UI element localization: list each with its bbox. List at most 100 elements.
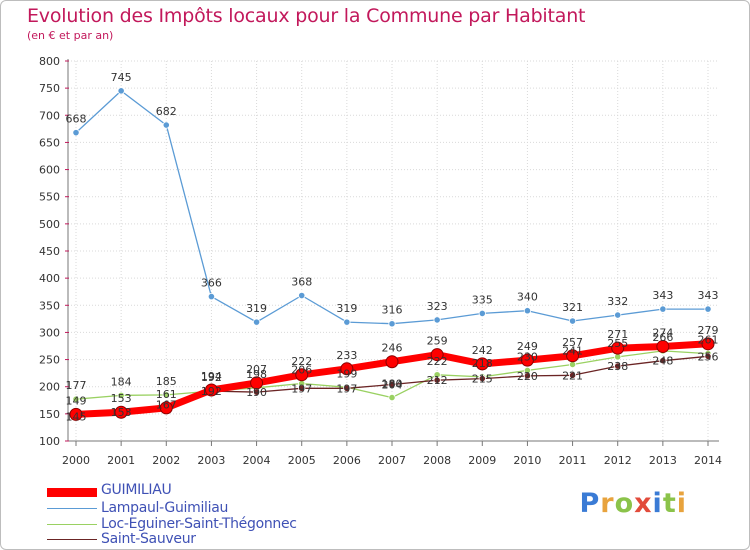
y-tick-label: 500: [39, 218, 60, 231]
data-label-loc-eguiner-saint-th-gonnec: 206: [291, 363, 312, 376]
data-point-lampaul-guimiliau: [298, 291, 306, 300]
data-point-loc-eguiner-saint-th-gonnec: [388, 393, 396, 402]
data-point-guimiliau: [611, 341, 625, 355]
data-point-saint-sauveur: [659, 357, 667, 365]
data-label-lampaul-guimiliau: 368: [291, 276, 312, 289]
data-point-lampaul-guimiliau: [704, 305, 712, 313]
series-layer: [69, 87, 715, 421]
data-label-saint-sauveur: 256: [698, 350, 719, 363]
legend-swatch-lampaul-guimiliau: [47, 508, 97, 509]
data-label-loc-eguiner-saint-th-gonnec: 198: [246, 368, 267, 381]
data-label-lampaul-guimiliau: 319: [336, 302, 357, 315]
data-point-lampaul-guimiliau: [72, 129, 80, 137]
data-label-guimiliau: 259: [427, 335, 448, 348]
x-tick-label: 2009: [468, 454, 496, 467]
legend-label-loc-eguiner: Loc-Eguiner-Saint-Thégonnec: [101, 516, 297, 532]
y-tick-label: 300: [39, 326, 60, 339]
x-tick-label: 2014: [694, 454, 722, 467]
x-tick-label: 2002: [152, 454, 180, 467]
x-tick-label: 2000: [62, 454, 90, 467]
legend-label-lampaul-guimiliau: Lampaul-Guimiliau: [101, 500, 229, 516]
data-label-loc-eguiner-saint-th-gonnec: 266: [652, 331, 673, 344]
data-point-guimiliau: [701, 337, 715, 351]
series-line-lampaul-guimiliau: [75, 90, 709, 325]
data-point-guimiliau: [295, 368, 309, 382]
x-tick-label: 2001: [107, 454, 135, 467]
data-label-guimiliau: 249: [517, 340, 538, 353]
chart-subtitle: (en € et par an): [27, 29, 114, 42]
data-label-guimiliau: 233: [336, 349, 357, 362]
data-label-lampaul-guimiliau: 340: [517, 291, 538, 304]
y-tick-label: 200: [39, 381, 60, 394]
grid-layer: [68, 60, 719, 442]
x-tick-label: 2011: [559, 454, 587, 467]
data-point-guimiliau: [566, 349, 580, 363]
data-label-loc-eguiner-saint-th-gonnec: 222: [427, 355, 448, 368]
proxiti-logo: Proxiti: [579, 488, 687, 519]
data-point-lampaul-guimiliau: [117, 87, 125, 95]
data-label-guimiliau: 279: [698, 324, 719, 337]
y-tick-label: 100: [39, 435, 60, 448]
data-label-lampaul-guimiliau: 745: [111, 71, 132, 84]
y-tick-label: 700: [39, 109, 60, 122]
data-point-lampaul-guimiliau: [614, 311, 622, 319]
data-label-lampaul-guimiliau: 682: [156, 105, 177, 118]
y-tick-label: 350: [39, 299, 60, 312]
data-point-lampaul-guimiliau: [478, 309, 486, 318]
data-label-saint-sauveur: 248: [652, 355, 673, 368]
data-label-loc-eguiner-saint-th-gonnec: 241: [562, 344, 583, 357]
data-label-lampaul-guimiliau: 323: [427, 300, 448, 313]
y-tick-label: 150: [39, 408, 60, 421]
data-label-lampaul-guimiliau: 335: [472, 293, 493, 306]
data-label-saint-sauveur: 204: [382, 379, 403, 392]
data-point-guimiliau: [475, 357, 489, 371]
data-label-saint-sauveur: 220: [517, 370, 538, 383]
data-label-saint-sauveur: 197: [336, 382, 357, 395]
data-label-saint-sauveur: 192: [201, 385, 222, 398]
data-label-loc-eguiner-saint-th-gonnec: 184: [111, 375, 132, 388]
legend-label-saint-sauveur: Saint-Sauveur: [101, 531, 196, 547]
legend-label-guimiliau: GUIMILIAU: [101, 482, 172, 498]
data-label-saint-sauveur: 190: [246, 386, 267, 399]
x-tick-label: 2003: [197, 454, 225, 467]
data-label-guimiliau: 161: [156, 388, 177, 401]
x-tick-label: 2005: [288, 454, 316, 467]
data-label-guimiliau: 271: [607, 328, 628, 341]
x-tick-label: 2013: [649, 454, 677, 467]
data-label-guimiliau: 222: [291, 355, 312, 368]
data-label-loc-eguiner-saint-th-gonnec: 177: [66, 379, 87, 392]
data-point-lampaul-guimiliau: [252, 318, 261, 326]
data-point-saint-sauveur: [343, 384, 351, 392]
data-point-saint-sauveur: [523, 372, 532, 380]
data-label-guimiliau: 194: [201, 370, 222, 383]
data-label-lampaul-guimiliau: 343: [652, 289, 673, 302]
data-label-guimiliau: 207: [246, 363, 267, 376]
legend-item-saint-sauveur: Saint-Sauveur: [47, 531, 196, 547]
data-label-saint-sauveur: 167: [156, 399, 177, 412]
data-point-loc-eguiner-saint-th-gonnec: [162, 391, 170, 399]
data-point-loc-eguiner-saint-th-gonnec: [117, 391, 125, 399]
data-label-guimiliau: 242: [472, 344, 493, 357]
y-tick-label: 450: [39, 245, 60, 258]
y-tick-label: 800: [39, 55, 60, 68]
data-point-guimiliau: [250, 376, 264, 390]
data-label-saint-sauveur: 215: [472, 373, 493, 386]
data-label-loc-eguiner-saint-th-gonnec: 230: [517, 350, 538, 363]
legend-item-guimiliau: GUIMILIAU: [47, 482, 172, 498]
legend-item-loc-eguiner: Loc-Eguiner-Saint-Thégonnec: [47, 516, 297, 532]
x-tick-label: 2004: [243, 454, 271, 467]
data-point-saint-sauveur: [704, 352, 712, 360]
data-point-guimiliau: [520, 353, 534, 367]
data-point-saint-sauveur: [388, 380, 396, 389]
data-point-saint-sauveur: [568, 371, 577, 379]
data-label-loc-eguiner-saint-th-gonnec: 255: [607, 337, 628, 350]
legend-swatch-saint-sauveur: [47, 539, 97, 540]
data-point-guimiliau: [430, 348, 444, 362]
data-point-saint-sauveur: [478, 374, 486, 383]
data-label-loc-eguiner-saint-th-gonnec: 185: [156, 375, 177, 388]
data-point-guimiliau: [159, 401, 173, 415]
data-label-guimiliau: 257: [562, 336, 583, 349]
data-point-saint-sauveur: [614, 362, 622, 370]
